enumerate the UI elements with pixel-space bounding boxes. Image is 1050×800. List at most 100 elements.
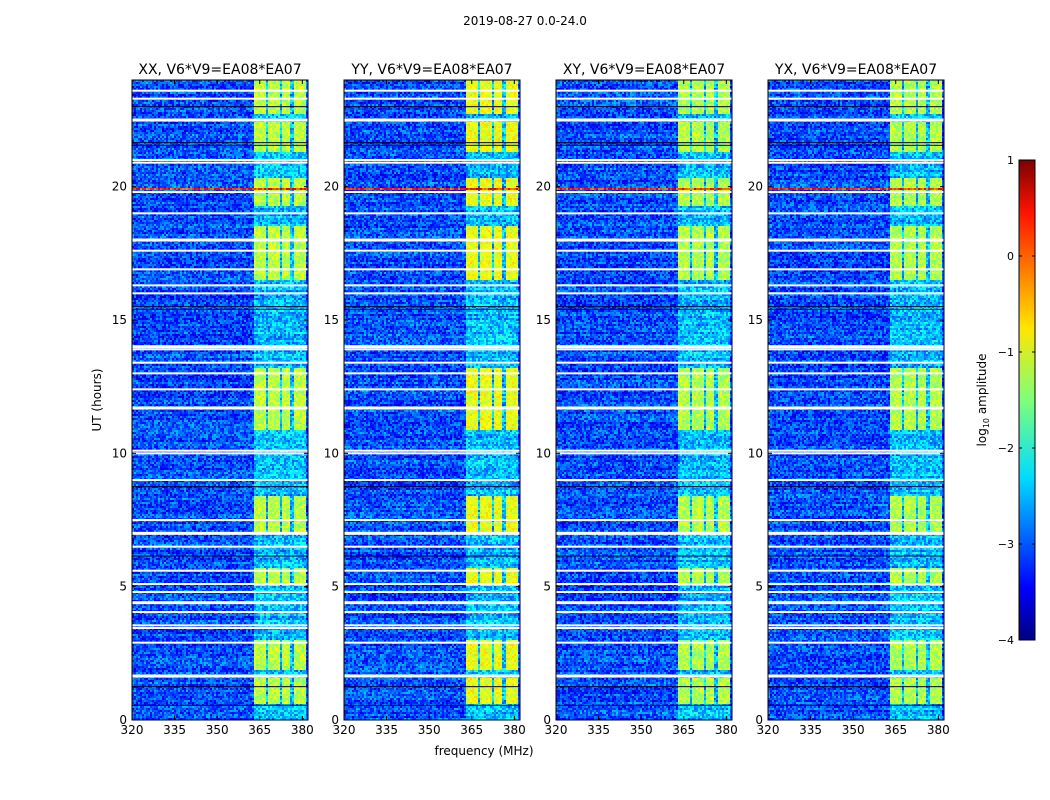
flagged-row <box>344 159 520 161</box>
dark-row <box>768 306 944 308</box>
y-tick-label: 20 <box>112 180 127 194</box>
dark-row <box>132 704 308 706</box>
y-tick-label: 10 <box>536 446 551 460</box>
flagged-row <box>768 641 944 644</box>
x-tick-label: 350 <box>418 723 441 737</box>
x-tick-label: 380 <box>291 723 314 737</box>
y-tick-label: 20 <box>324 180 339 194</box>
panel-title: XY, V6*V9=EA08*EA07 <box>563 62 725 78</box>
axes-frame <box>343 79 521 721</box>
dark-row <box>344 142 520 144</box>
x-tick-label: 320 <box>757 723 780 737</box>
panel-yx: YX, V6*V9=EA08*EA07 320 335 350 365 380 0 5 10 15… <box>748 62 950 737</box>
y-tick-label: 0 <box>755 713 763 727</box>
y-tick-label: 20 <box>536 180 551 194</box>
flagged-row <box>344 452 520 455</box>
panel-title: YX, V6*V9=EA08*EA07 <box>774 62 937 78</box>
flagged-row <box>556 89 732 92</box>
flagged-row <box>556 212 732 215</box>
flagged-row <box>132 268 308 271</box>
flagged-row <box>344 674 520 678</box>
x-tick-label: 350 <box>842 723 865 737</box>
flagged-row <box>344 627 520 629</box>
x-tick-label: 380 <box>715 723 738 737</box>
flagged-row <box>344 268 520 271</box>
flagged-row <box>344 406 520 410</box>
dark-row <box>768 106 944 108</box>
flagged-row <box>556 479 732 481</box>
dark-row <box>768 486 944 488</box>
flagged-row <box>768 583 944 585</box>
flagged-row <box>132 345 308 349</box>
heatmap-image <box>768 80 944 720</box>
flagged-row <box>768 161 944 164</box>
y-tick-label: 0 <box>543 713 551 727</box>
axes-frame <box>555 79 733 721</box>
flagged-row <box>556 611 732 613</box>
flagged-row <box>132 601 308 605</box>
flagged-row <box>132 238 308 242</box>
flagged-row <box>344 601 520 605</box>
x-tick-label: 380 <box>927 723 950 737</box>
x-tick-label: 380 <box>503 723 526 737</box>
flagged-row <box>768 238 944 242</box>
flagged-row <box>344 161 520 164</box>
flagged-row <box>768 545 944 548</box>
flagged-row <box>556 674 732 678</box>
flagged-row <box>556 161 732 164</box>
y-tick-label: 10 <box>748 446 763 460</box>
flagged-row <box>556 531 732 535</box>
colorbar-tick-label: −3 <box>998 538 1014 551</box>
x-tick-label: 365 <box>460 723 483 737</box>
flagged-row <box>768 519 944 521</box>
flagged-row <box>132 348 308 351</box>
flagged-row <box>344 591 520 593</box>
dark-row <box>344 306 520 308</box>
y-tick-label: 15 <box>748 313 763 327</box>
flagged-row <box>132 611 308 613</box>
dark-row <box>556 142 732 144</box>
flagged-row <box>132 449 308 452</box>
axes-frame <box>131 79 309 721</box>
flagged-row <box>556 388 732 391</box>
dark-row <box>768 704 944 706</box>
x-tick-label: 335 <box>587 723 610 737</box>
axes-frame <box>767 79 945 721</box>
dark-row <box>768 555 944 557</box>
flagged-row <box>768 372 944 375</box>
flagged-row <box>768 449 944 452</box>
y-tick-label: 15 <box>324 313 339 327</box>
flagged-row <box>132 569 308 572</box>
heatmap-image <box>556 80 732 720</box>
flagged-row <box>132 531 308 535</box>
x-tick-label: 320 <box>545 723 568 737</box>
flagged-row <box>132 161 308 164</box>
flagged-row <box>344 292 520 295</box>
flagged-row <box>556 545 732 548</box>
dark-row <box>132 144 308 146</box>
dark-row <box>556 306 732 308</box>
flagged-row <box>556 627 732 629</box>
colorbar-tick-label: −4 <box>998 634 1014 647</box>
flagged-row <box>556 118 732 122</box>
flagged-row <box>344 569 520 572</box>
x-tick-label: 335 <box>375 723 398 737</box>
flagged-row <box>768 292 944 295</box>
flagged-row <box>132 292 308 295</box>
x-tick-label: 365 <box>884 723 907 737</box>
flagged-row <box>132 118 308 122</box>
y-tick-label: 10 <box>112 446 127 460</box>
x-tick-label: 365 <box>248 723 271 737</box>
flagged-row <box>768 89 944 92</box>
flagged-row <box>132 479 308 481</box>
flagged-row <box>556 641 732 644</box>
flagged-row <box>768 611 944 613</box>
heatmap-image <box>132 80 308 720</box>
flagged-row <box>344 449 520 452</box>
figure-title: 2019-08-27 0.0-24.0 <box>463 14 587 28</box>
colorbar-label: log10 amplitude <box>975 354 991 447</box>
dark-row <box>556 106 732 108</box>
x-tick-label: 365 <box>672 723 695 737</box>
x-tick-label: 320 <box>333 723 356 737</box>
